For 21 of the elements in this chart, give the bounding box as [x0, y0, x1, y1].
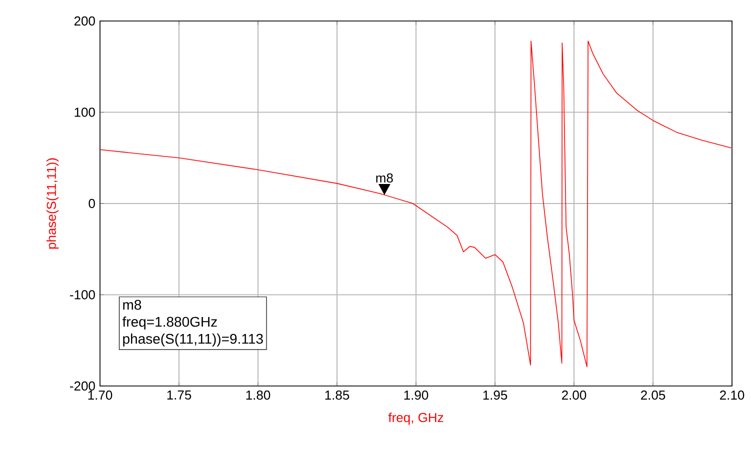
annotation: m8 [123, 300, 142, 310]
y-tick-label: 100 [74, 108, 95, 117]
y-tick-label: 200 [74, 16, 95, 26]
annotation: m8 [376, 173, 393, 183]
annotation: phase(S(11,11))=9.113 [123, 334, 263, 347]
line-series [100, 40, 732, 368]
x-tick-label: 1.90 [404, 390, 428, 400]
y-tick-label: -200 [70, 381, 95, 391]
annotation: freq=1.880GHz [122, 316, 217, 330]
x-tick-label: 2.10 [720, 390, 744, 400]
y-axis-title: phase(S(11,11)) [46, 158, 59, 249]
x-tick-label: 1.95 [483, 390, 508, 400]
x-tick-label: 2.05 [641, 390, 666, 400]
x-axis-title: freq, GHz [388, 412, 444, 425]
x-tick-label: 1.70 [88, 390, 112, 400]
x-tick-label: 1.85 [325, 390, 350, 400]
x-tick-label: 1.75 [167, 390, 192, 400]
x-tick-label: 1.80 [246, 390, 270, 400]
y-tick-label: -100 [70, 290, 95, 300]
x-tick-label: 2.00 [562, 390, 586, 400]
y-tick-label: 0 [88, 198, 95, 208]
